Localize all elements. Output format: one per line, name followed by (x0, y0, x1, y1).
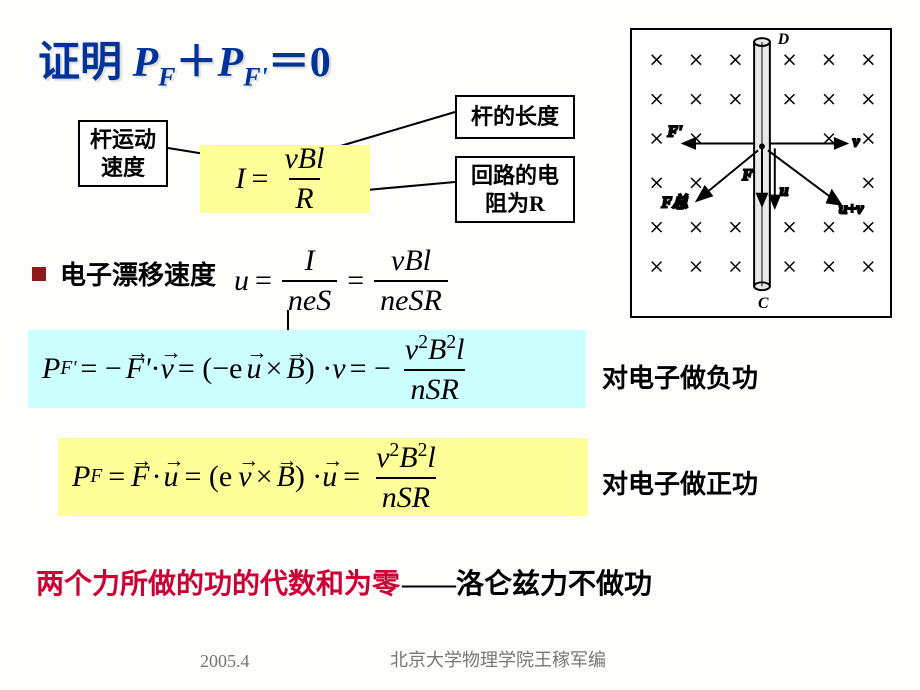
eq4-Fvec: F (131, 460, 149, 494)
eq4-u2: u (322, 460, 337, 494)
eq3-v1: v (161, 352, 174, 386)
eq4-sub: F (90, 466, 102, 488)
eq3-P: P (42, 352, 60, 386)
eq4-close: ) · (295, 460, 322, 494)
eq1-eq: = (252, 162, 269, 196)
eq3-num: v2B2l (399, 332, 471, 369)
equation-drift-velocity: u = I neS = vBl neSR (220, 238, 466, 324)
eq2-frac2: vBl neSR (374, 244, 448, 318)
eq4-eq1: = (108, 460, 125, 494)
eq3-v2: v (332, 352, 345, 386)
annotation-negative-work: 对电子做负功 (602, 358, 758, 395)
eq4-den: nSR (376, 477, 436, 515)
diagram-label-uv: u+v (839, 200, 865, 217)
eq3-times: × (266, 352, 283, 386)
eq2-den1: neS (282, 280, 337, 318)
diagram-label-C: C (758, 295, 769, 312)
eq3-sub: F' (60, 358, 76, 380)
eq4-eq3: = (343, 460, 360, 494)
title-eq: ＝0 (268, 40, 331, 86)
eq1-num: vBl (278, 142, 330, 178)
eq1-lhs: I (236, 162, 246, 196)
physics-diagram: D C F' v F u F总 u+v (630, 28, 892, 318)
eq2-den2: neSR (374, 280, 448, 318)
eq3-B: B (286, 352, 304, 386)
equation-current: I = vBl R (200, 145, 370, 213)
conclusion-dash: —— (402, 569, 454, 600)
label-resistance-l2: 阻为R (467, 190, 563, 218)
diagram-label-u: u (780, 183, 789, 200)
eq3-eq3: = − (350, 352, 391, 386)
label-rod-speed-l2: 速度 (90, 154, 156, 182)
title-P2: P (218, 40, 244, 86)
label-rod-length: 杆的长度 (455, 95, 575, 139)
eq4-v: v (238, 460, 251, 494)
eq4-num: v2B2l (370, 440, 442, 477)
footer-author: 北京大学物理学院王稼军编 (390, 646, 606, 672)
eq4-dot1: · (152, 460, 162, 494)
eq2-eq2: = (347, 264, 364, 298)
eq2-num1: I (299, 244, 321, 280)
eq3-dot1: · (151, 352, 161, 386)
eq2-eq1: = (255, 264, 272, 298)
equation-power-f: PF = F · u = (e v × B ) · u = v2B2l nSR (58, 438, 588, 516)
eq2-frac1: I neS (282, 244, 337, 318)
label-resistance: 回路的电 阻为R (455, 156, 575, 223)
label-rod-speed-l1: 杆运动 (90, 126, 156, 154)
eq1-den: R (289, 178, 319, 216)
conclusion-line: 两个力所做的功的代数和为零——洛仑兹力不做功 (36, 562, 652, 602)
eq3-eq2: = (−e (178, 352, 243, 386)
eq3-close: ) · (305, 352, 332, 386)
label-rod-speed: 杆运动 速度 (78, 120, 168, 187)
eq4-frac: v2B2l nSR (370, 440, 442, 515)
eq4-u1: u (164, 460, 179, 494)
title-plus: ＋ (176, 40, 218, 86)
conclusion-part1: 两个力所做的功的代数和为零 (36, 569, 400, 600)
bullet-icon (32, 267, 46, 281)
slide-title: 证明 PF＋PF'＝0 (38, 28, 331, 92)
label-resistance-l1: 回路的电 (467, 162, 563, 190)
eq1-frac: vBl R (278, 142, 330, 216)
equation-power-fprime: PF' = − F' · v = (−e u × B ) · v = − v2B… (28, 330, 586, 408)
title-prefix: 证明 (38, 40, 133, 86)
eq3-u: u (247, 352, 262, 386)
eq3-frac: v2B2l nSR (399, 332, 471, 407)
diagram-label-Fprime: F' (666, 124, 683, 141)
title-P1: P (133, 40, 159, 86)
eq3-eq1: = − (80, 352, 121, 386)
conclusion-part2: 洛仑兹力不做功 (456, 569, 652, 600)
eq3-den: nSR (404, 369, 464, 407)
diagram-label-v: v (853, 133, 861, 150)
eq4-P: P (72, 460, 90, 494)
footer-date: 2005.4 (200, 651, 250, 672)
eq2-lhs: u (234, 264, 249, 298)
diagram-label-Fzong: F总 (661, 193, 689, 211)
bullet-drift-velocity: 电子漂移速度 (32, 255, 216, 292)
title-sub2: F' (243, 62, 268, 91)
diagram-label-D: D (777, 31, 789, 48)
eq3-Fvec: F' (126, 352, 151, 386)
diagram-label-F: F (741, 167, 753, 184)
eq4-eq2: = (e (185, 460, 233, 494)
eq2-num2: vBl (385, 244, 437, 280)
bullet-text: 电子漂移速度 (60, 255, 216, 292)
eq4-B: B (276, 460, 294, 494)
title-sub1: F (158, 62, 175, 91)
annotation-positive-work: 对电子做正功 (602, 464, 758, 501)
